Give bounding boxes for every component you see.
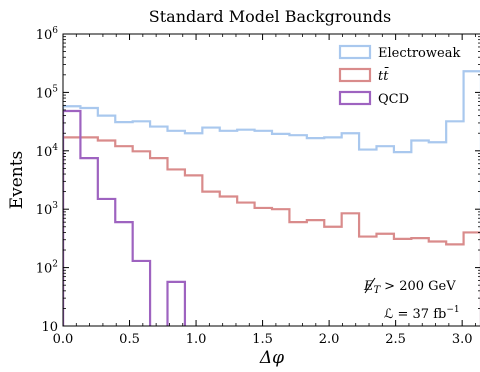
series-line <box>63 109 187 326</box>
y-axis-label: Events <box>7 151 27 210</box>
x-tick-labels: 0.0 0.5 1.0 1.5 2.0 2.5 3.0 <box>53 332 473 347</box>
svg-text:ℒ = 37 fb−1: ℒ = 37 fb−1 <box>384 305 460 322</box>
x-tick-label: 1.5 <box>252 332 273 347</box>
series-1 <box>63 136 480 326</box>
y-tick-labels: 10 102 103 104 105 106 <box>36 26 59 335</box>
legend-label: Electroweak <box>378 46 460 61</box>
lumi-text: ℒ = 37 fb <box>384 307 446 322</box>
plot-area <box>62 33 480 327</box>
y-tick-label: 106 <box>36 26 59 43</box>
legend-label: tt̄ <box>378 67 390 84</box>
chart-title: Standard Model Backgrounds <box>149 7 391 26</box>
legend-swatch <box>338 90 372 106</box>
met-value: > 200 GeV <box>384 279 456 294</box>
legend-swatch <box>338 67 372 83</box>
series-0 <box>63 70 480 326</box>
met-symbol: E <box>363 279 374 294</box>
legend: Electroweak tt̄ QCD <box>338 44 460 107</box>
y-tick-label: 103 <box>36 201 59 218</box>
x-tick-label: 1.0 <box>186 332 207 347</box>
x-tick-label: 0.0 <box>53 332 74 347</box>
x-tick-label: 0.5 <box>119 332 140 347</box>
series-line <box>63 136 480 326</box>
series-line <box>63 70 480 326</box>
svg-text:ET> 200 GeV: ET> 200 GeV <box>363 279 456 296</box>
legend-item: Electroweak <box>338 44 460 61</box>
series-layer <box>63 70 480 326</box>
y-tick-label: 104 <box>36 143 59 160</box>
y-tick-label: 102 <box>36 260 58 277</box>
lumi-annotation: ℒ = 37 fb−1 <box>384 305 460 322</box>
x-tick-label: 2.5 <box>385 332 406 347</box>
lumi-exponent: −1 <box>446 305 459 315</box>
legend-label: QCD <box>378 92 409 107</box>
met-annotation: ET> 200 GeV <box>363 277 456 296</box>
series-2 <box>63 109 187 326</box>
legend-swatch <box>338 44 372 60</box>
x-tick-label: 3.0 <box>452 332 473 347</box>
met-slash <box>364 277 376 294</box>
x-tick-label: 2.0 <box>319 332 340 347</box>
y-tick-label: 10 <box>41 320 58 335</box>
x-axis-label: Δφ <box>259 348 284 368</box>
legend-item: QCD <box>338 90 409 107</box>
ticks-layer <box>62 33 480 327</box>
plot-frame <box>62 33 480 327</box>
met-subscript: T <box>374 285 382 296</box>
legend-item: tt̄ <box>338 67 390 84</box>
y-tick-label: 105 <box>36 84 59 101</box>
